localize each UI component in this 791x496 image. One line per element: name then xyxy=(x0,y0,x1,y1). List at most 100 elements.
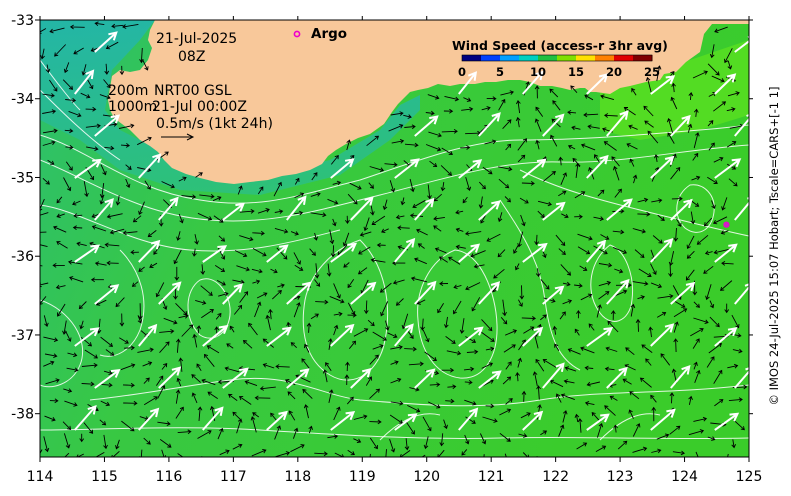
current-arrow xyxy=(369,388,380,399)
current-arrow xyxy=(493,268,505,279)
current-arrow xyxy=(595,445,607,452)
current-arrow xyxy=(555,234,566,247)
current-arrow xyxy=(147,230,157,238)
current-arrow xyxy=(387,332,398,339)
current-arrow xyxy=(342,232,350,247)
current-arrow xyxy=(67,352,78,358)
current-arrow xyxy=(712,216,728,225)
current-arrow xyxy=(463,366,475,372)
current-arrow xyxy=(125,164,132,170)
current-arrow xyxy=(196,363,202,372)
current-arrow xyxy=(724,48,733,64)
current-arrow xyxy=(728,397,743,403)
current-arrow xyxy=(45,64,51,73)
current-arrow xyxy=(121,420,135,432)
coastal-cyan-band xyxy=(40,20,420,195)
current-arrow xyxy=(43,336,59,343)
current-arrow xyxy=(540,314,547,321)
current-arrow xyxy=(157,421,171,427)
current-arrow xyxy=(596,423,604,438)
current-arrow xyxy=(466,349,479,355)
depth-label-1000: 1000m xyxy=(108,99,157,115)
current-arrow xyxy=(345,215,350,225)
current-arrow xyxy=(637,197,649,203)
current-arrow xyxy=(81,381,95,387)
current-arrow xyxy=(693,132,700,149)
current-arrow xyxy=(613,246,628,255)
current-arrow xyxy=(358,246,371,255)
current-arrow xyxy=(332,218,337,227)
current-arrow xyxy=(64,452,70,457)
current-arrow xyxy=(671,82,676,93)
current-arrow xyxy=(600,234,610,240)
current-arrow xyxy=(660,353,671,366)
wind-arrow xyxy=(330,242,358,263)
current-arrow xyxy=(232,443,243,450)
current-arrow xyxy=(445,398,455,404)
current-arrow xyxy=(363,217,370,232)
current-arrow xyxy=(433,225,442,232)
current-arrow xyxy=(314,263,320,279)
lon-tick-label: 115 xyxy=(91,469,118,485)
current-arrow xyxy=(69,276,84,283)
current-arrow xyxy=(562,281,571,287)
current-arrow xyxy=(560,393,575,401)
current-arrow xyxy=(308,425,313,434)
current-arrow xyxy=(542,358,557,368)
plot-frame xyxy=(39,19,750,458)
current-arrow xyxy=(482,379,494,387)
current-arrow xyxy=(176,231,181,241)
current-arrow xyxy=(688,429,705,436)
lat-tick-label: -37 xyxy=(11,328,34,344)
current-arrow xyxy=(62,79,74,90)
wind-arrow xyxy=(606,366,628,389)
current-arrow xyxy=(45,378,60,385)
current-arrow xyxy=(294,264,304,271)
current-arrow xyxy=(596,304,602,318)
current-arrow xyxy=(159,329,175,334)
current-arrow xyxy=(79,433,85,443)
wind-arrow xyxy=(734,283,749,305)
wind-arrow xyxy=(394,413,418,431)
current-arrow xyxy=(481,106,491,111)
current-arrow xyxy=(728,333,742,338)
wind-arrow xyxy=(714,158,742,179)
current-arrow xyxy=(480,215,486,224)
current-arrow xyxy=(119,337,129,344)
current-arrow xyxy=(691,175,701,181)
wind-arrow xyxy=(522,70,544,95)
current-arrow xyxy=(593,216,604,222)
wind-arrow xyxy=(478,112,501,137)
coastal-bright-band xyxy=(600,40,749,140)
current-arrow xyxy=(365,376,373,386)
current-arrow xyxy=(505,398,513,405)
current-arrow xyxy=(333,283,341,299)
wind-arrow xyxy=(350,281,377,305)
current-arrow xyxy=(232,279,245,285)
current-arrow xyxy=(686,235,695,250)
current-arrow xyxy=(122,230,138,236)
current-arrow xyxy=(452,300,462,315)
current-arrow xyxy=(656,311,667,318)
current-arrow xyxy=(347,449,355,456)
current-arrow xyxy=(294,210,304,216)
current-arrow xyxy=(610,310,616,320)
current-arrow xyxy=(64,400,78,407)
current-arrow xyxy=(344,374,350,386)
colorbar-segment xyxy=(519,55,539,61)
wind-arrow xyxy=(522,158,547,179)
current-arrow xyxy=(217,427,224,440)
wind-arrow xyxy=(734,113,749,137)
current-arrow xyxy=(629,158,635,167)
current-arrow xyxy=(727,453,729,457)
current-arrow xyxy=(584,94,594,101)
current-arrow xyxy=(404,346,417,352)
current-arrow xyxy=(397,225,410,231)
current-arrow xyxy=(598,280,612,287)
current-arrow xyxy=(482,166,493,175)
current-arrow xyxy=(567,348,581,355)
current-arrow xyxy=(100,164,107,176)
current-arrow xyxy=(632,174,638,184)
legend-tick-label: 20 xyxy=(606,65,622,79)
current-arrow xyxy=(594,154,600,163)
